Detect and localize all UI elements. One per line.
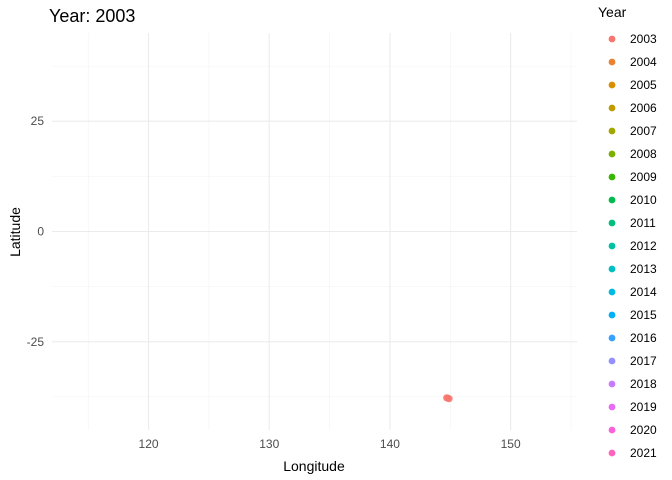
x-tick-label: 120 bbox=[139, 437, 159, 451]
legend-label: 2021 bbox=[630, 446, 657, 460]
legend-key bbox=[608, 58, 616, 66]
legend-label: 2016 bbox=[630, 331, 657, 345]
legend-key bbox=[608, 196, 616, 204]
legend-label: 2020 bbox=[630, 423, 657, 437]
legend-key bbox=[608, 403, 616, 411]
legend-label: 2009 bbox=[630, 170, 657, 184]
x-tick-label: 150 bbox=[501, 437, 521, 451]
grid-lines bbox=[52, 33, 577, 430]
legend-label: 2017 bbox=[630, 354, 657, 368]
data-point bbox=[443, 394, 451, 402]
legend-key bbox=[608, 242, 616, 250]
legend-label: 2014 bbox=[630, 285, 657, 299]
legend-key bbox=[608, 449, 616, 457]
y-tick-label: 0 bbox=[37, 225, 44, 239]
legend: Year 2003 2004 2005 2006 2007 2008 2009 2010 201… bbox=[598, 4, 657, 460]
legend-key bbox=[608, 219, 616, 227]
legend-label: 2006 bbox=[630, 101, 657, 115]
x-tick-label: 130 bbox=[259, 437, 279, 451]
legend-key bbox=[608, 104, 616, 112]
legend-label: 2008 bbox=[630, 147, 657, 161]
y-tick-labels: -25 0 25 bbox=[27, 114, 45, 349]
legend-label: 2011 bbox=[630, 216, 656, 230]
x-tick-label: 140 bbox=[380, 437, 400, 451]
y-axis-title: Latitude bbox=[7, 207, 23, 257]
legend-key bbox=[608, 150, 616, 158]
legend-key bbox=[608, 288, 616, 296]
legend-key bbox=[608, 127, 616, 135]
legend-key bbox=[608, 173, 616, 181]
legend-key bbox=[608, 311, 616, 319]
legend-label: 2003 bbox=[630, 32, 657, 46]
y-tick-label: -25 bbox=[27, 335, 45, 349]
legend-key bbox=[608, 81, 616, 89]
legend-key bbox=[608, 357, 616, 365]
legend-label: 2015 bbox=[630, 308, 657, 322]
legend-label: 2013 bbox=[630, 262, 657, 276]
legend-key bbox=[608, 35, 616, 43]
legend-key bbox=[608, 334, 616, 342]
chart-title: Year: 2003 bbox=[49, 6, 135, 26]
legend-label: 2012 bbox=[630, 239, 657, 253]
legend-title: Year bbox=[598, 4, 627, 20]
legend-key bbox=[608, 426, 616, 434]
legend-label: 2007 bbox=[630, 124, 657, 138]
legend-label: 2005 bbox=[630, 78, 657, 92]
x-axis-title: Longitude bbox=[283, 458, 345, 474]
data-points bbox=[443, 394, 453, 403]
x-tick-labels: 120 130 140 150 bbox=[139, 437, 521, 451]
legend-label: 2010 bbox=[630, 193, 657, 207]
legend-key bbox=[608, 380, 616, 388]
legend-key bbox=[608, 265, 616, 273]
legend-label: 2018 bbox=[630, 377, 657, 391]
y-tick-label: 25 bbox=[31, 114, 45, 128]
legend-label: 2019 bbox=[630, 400, 657, 414]
legend-label: 2004 bbox=[630, 55, 657, 69]
